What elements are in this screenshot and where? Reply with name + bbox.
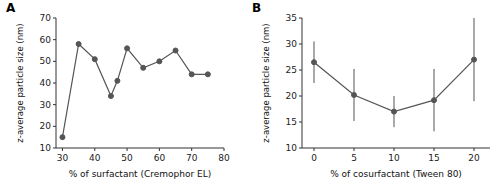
y-tick-label: 15 [286, 117, 297, 127]
x-axis-line [56, 148, 224, 149]
panel-label: B [252, 1, 261, 15]
x-tick-label: 50 [121, 153, 133, 163]
line [314, 60, 474, 112]
y-tick-label: 40 [40, 78, 52, 88]
x-tick-label: 30 [57, 153, 69, 163]
point [108, 94, 113, 99]
x-axis-line [302, 148, 490, 149]
x-axis-label: % of cosurfactant (Tween 80) [330, 169, 462, 179]
y-tick-label: 10 [40, 143, 52, 153]
y-tick-label: 30 [40, 100, 52, 110]
y-tick-label: 70 [40, 13, 52, 23]
x-tick-label: 70 [186, 153, 198, 163]
point [125, 46, 130, 51]
x-tick-label: 5 [351, 153, 357, 163]
y-tick [53, 148, 56, 149]
x-axis-label: % of surfactant (Cremophor EL) [69, 169, 212, 179]
x-tick-label: 20 [468, 153, 480, 163]
y-tick-label: 25 [286, 65, 297, 75]
x-tick-label: 60 [154, 153, 166, 163]
y-tick [53, 39, 56, 40]
x-tick [354, 148, 355, 151]
x-tick [474, 148, 475, 151]
figure: 30405060708010203040506070% of surfactan… [0, 0, 500, 187]
point [157, 59, 162, 64]
y-tick-label: 20 [286, 91, 298, 101]
point [352, 92, 357, 97]
x-tick [94, 148, 95, 151]
line [62, 44, 207, 137]
y-axis-line [302, 18, 303, 148]
y-tick [299, 96, 302, 97]
y-tick [53, 126, 56, 127]
y-tick [299, 148, 302, 149]
y-tick [53, 18, 56, 19]
point [189, 72, 194, 77]
point [60, 135, 65, 140]
x-tick [62, 148, 63, 151]
x-tick [224, 148, 225, 151]
y-tick-label: 10 [286, 143, 298, 153]
point [312, 60, 317, 65]
point [76, 42, 81, 47]
point [92, 57, 97, 62]
point [115, 78, 120, 83]
point [432, 98, 437, 103]
y-axis-label: z-average particle size (nm) [15, 23, 25, 142]
point [141, 65, 146, 70]
point [472, 57, 477, 62]
y-tick [53, 61, 56, 62]
x-tick-label: 40 [89, 153, 101, 163]
plot-area [60, 42, 210, 140]
x-tick [127, 148, 128, 151]
x-tick [314, 148, 315, 151]
point [392, 109, 397, 114]
point [205, 72, 210, 77]
y-tick [299, 44, 302, 45]
y-tick [299, 122, 302, 123]
panel-label: A [6, 1, 16, 15]
y-tick [299, 18, 302, 19]
y-tick [53, 83, 56, 84]
x-tick [191, 148, 192, 151]
x-tick [434, 148, 435, 151]
y-tick-label: 30 [286, 39, 298, 49]
x-tick-label: 0 [311, 153, 317, 163]
panel: 30 40 50 60 70 80 10 20 30 40 50 60 70 % of surfactan… [6, 1, 230, 179]
y-axis-label: z-average particle size (nm) [261, 23, 271, 142]
x-tick [159, 148, 160, 151]
y-tick-label: 20 [40, 121, 52, 131]
plot-area [312, 18, 477, 131]
x-tick [394, 148, 395, 151]
y-tick-label: 35 [286, 13, 297, 23]
y-tick-label: 60 [40, 35, 52, 45]
point [173, 48, 178, 53]
y-tick-label: 50 [40, 56, 52, 66]
panel: 0 5 10 15 20 10 15 20 25 30 35 % of cosurfactant (T… [252, 1, 490, 179]
x-tick-label: 15 [428, 153, 439, 163]
x-tick-label: 80 [218, 153, 230, 163]
x-tick-label: 10 [388, 153, 400, 163]
y-tick [299, 70, 302, 71]
y-tick [53, 104, 56, 105]
